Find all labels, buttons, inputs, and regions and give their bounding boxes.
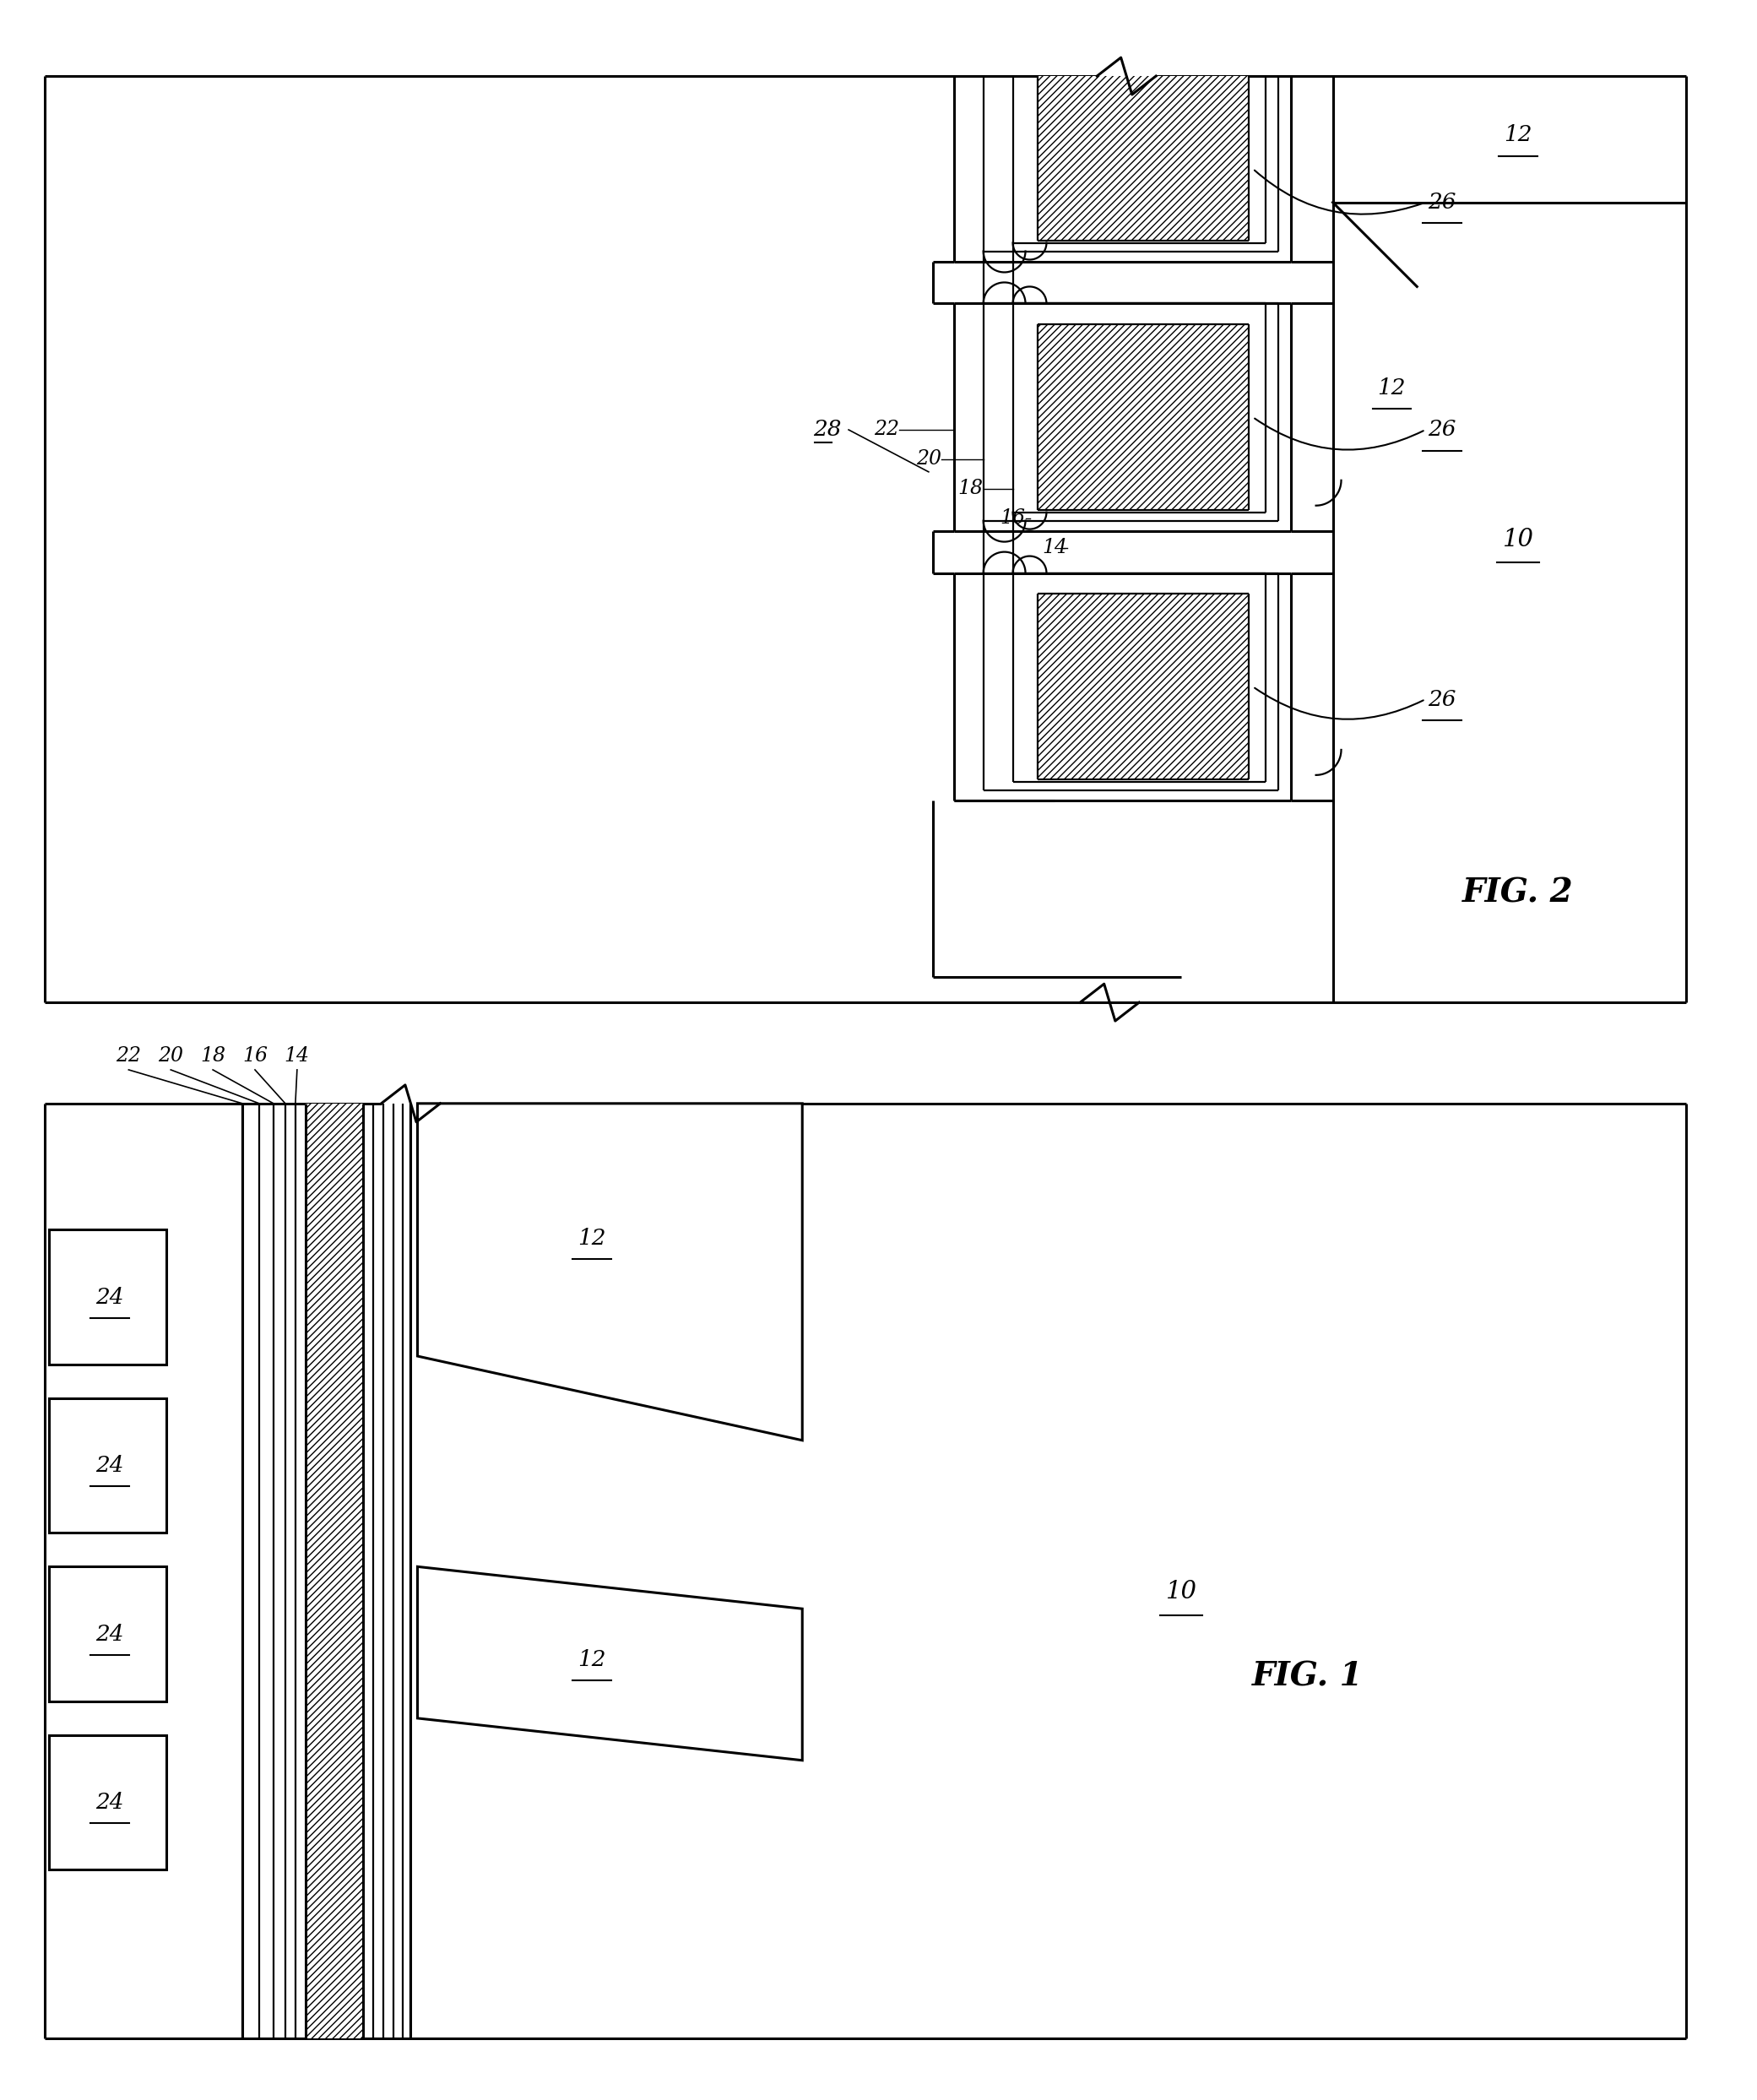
Bar — [49, 1231, 167, 1365]
Text: 20: 20 — [915, 449, 942, 468]
Text: 20: 20 — [158, 1046, 183, 1065]
Text: 26: 26 — [1428, 689, 1457, 710]
Text: 24: 24 — [95, 1791, 123, 1812]
Text: 10: 10 — [1165, 1579, 1197, 1604]
Bar — [306, 1102, 362, 2039]
Text: 28: 28 — [813, 420, 842, 441]
Polygon shape — [418, 1102, 803, 1441]
Text: 12: 12 — [578, 1649, 606, 1670]
Text: 26: 26 — [1428, 191, 1457, 212]
Text: 12: 12 — [1377, 378, 1406, 399]
Text: 16: 16 — [1000, 508, 1026, 527]
Text: 14: 14 — [1042, 538, 1068, 557]
Text: 18: 18 — [958, 479, 984, 498]
Text: 12: 12 — [578, 1228, 606, 1250]
Text: 14: 14 — [285, 1046, 309, 1065]
Text: 22: 22 — [873, 420, 900, 439]
Bar — [1038, 594, 1249, 779]
Polygon shape — [418, 1567, 803, 1760]
Text: 24: 24 — [95, 1287, 123, 1308]
Bar — [49, 1399, 167, 1533]
Text: 12: 12 — [1504, 124, 1532, 145]
Text: 10: 10 — [1502, 527, 1534, 550]
Text: 24: 24 — [95, 1455, 123, 1476]
Text: 26: 26 — [1428, 420, 1457, 441]
Text: 22: 22 — [116, 1046, 141, 1065]
Text: FIG. 1: FIG. 1 — [1253, 1661, 1363, 1693]
Bar — [1038, 326, 1249, 510]
Bar — [49, 1567, 167, 1701]
Bar — [1038, 76, 1249, 239]
Text: 18: 18 — [200, 1046, 225, 1065]
Bar — [49, 1735, 167, 1869]
Text: FIG. 2: FIG. 2 — [1462, 878, 1574, 909]
Text: 24: 24 — [95, 1623, 123, 1644]
Text: 16: 16 — [242, 1046, 267, 1065]
